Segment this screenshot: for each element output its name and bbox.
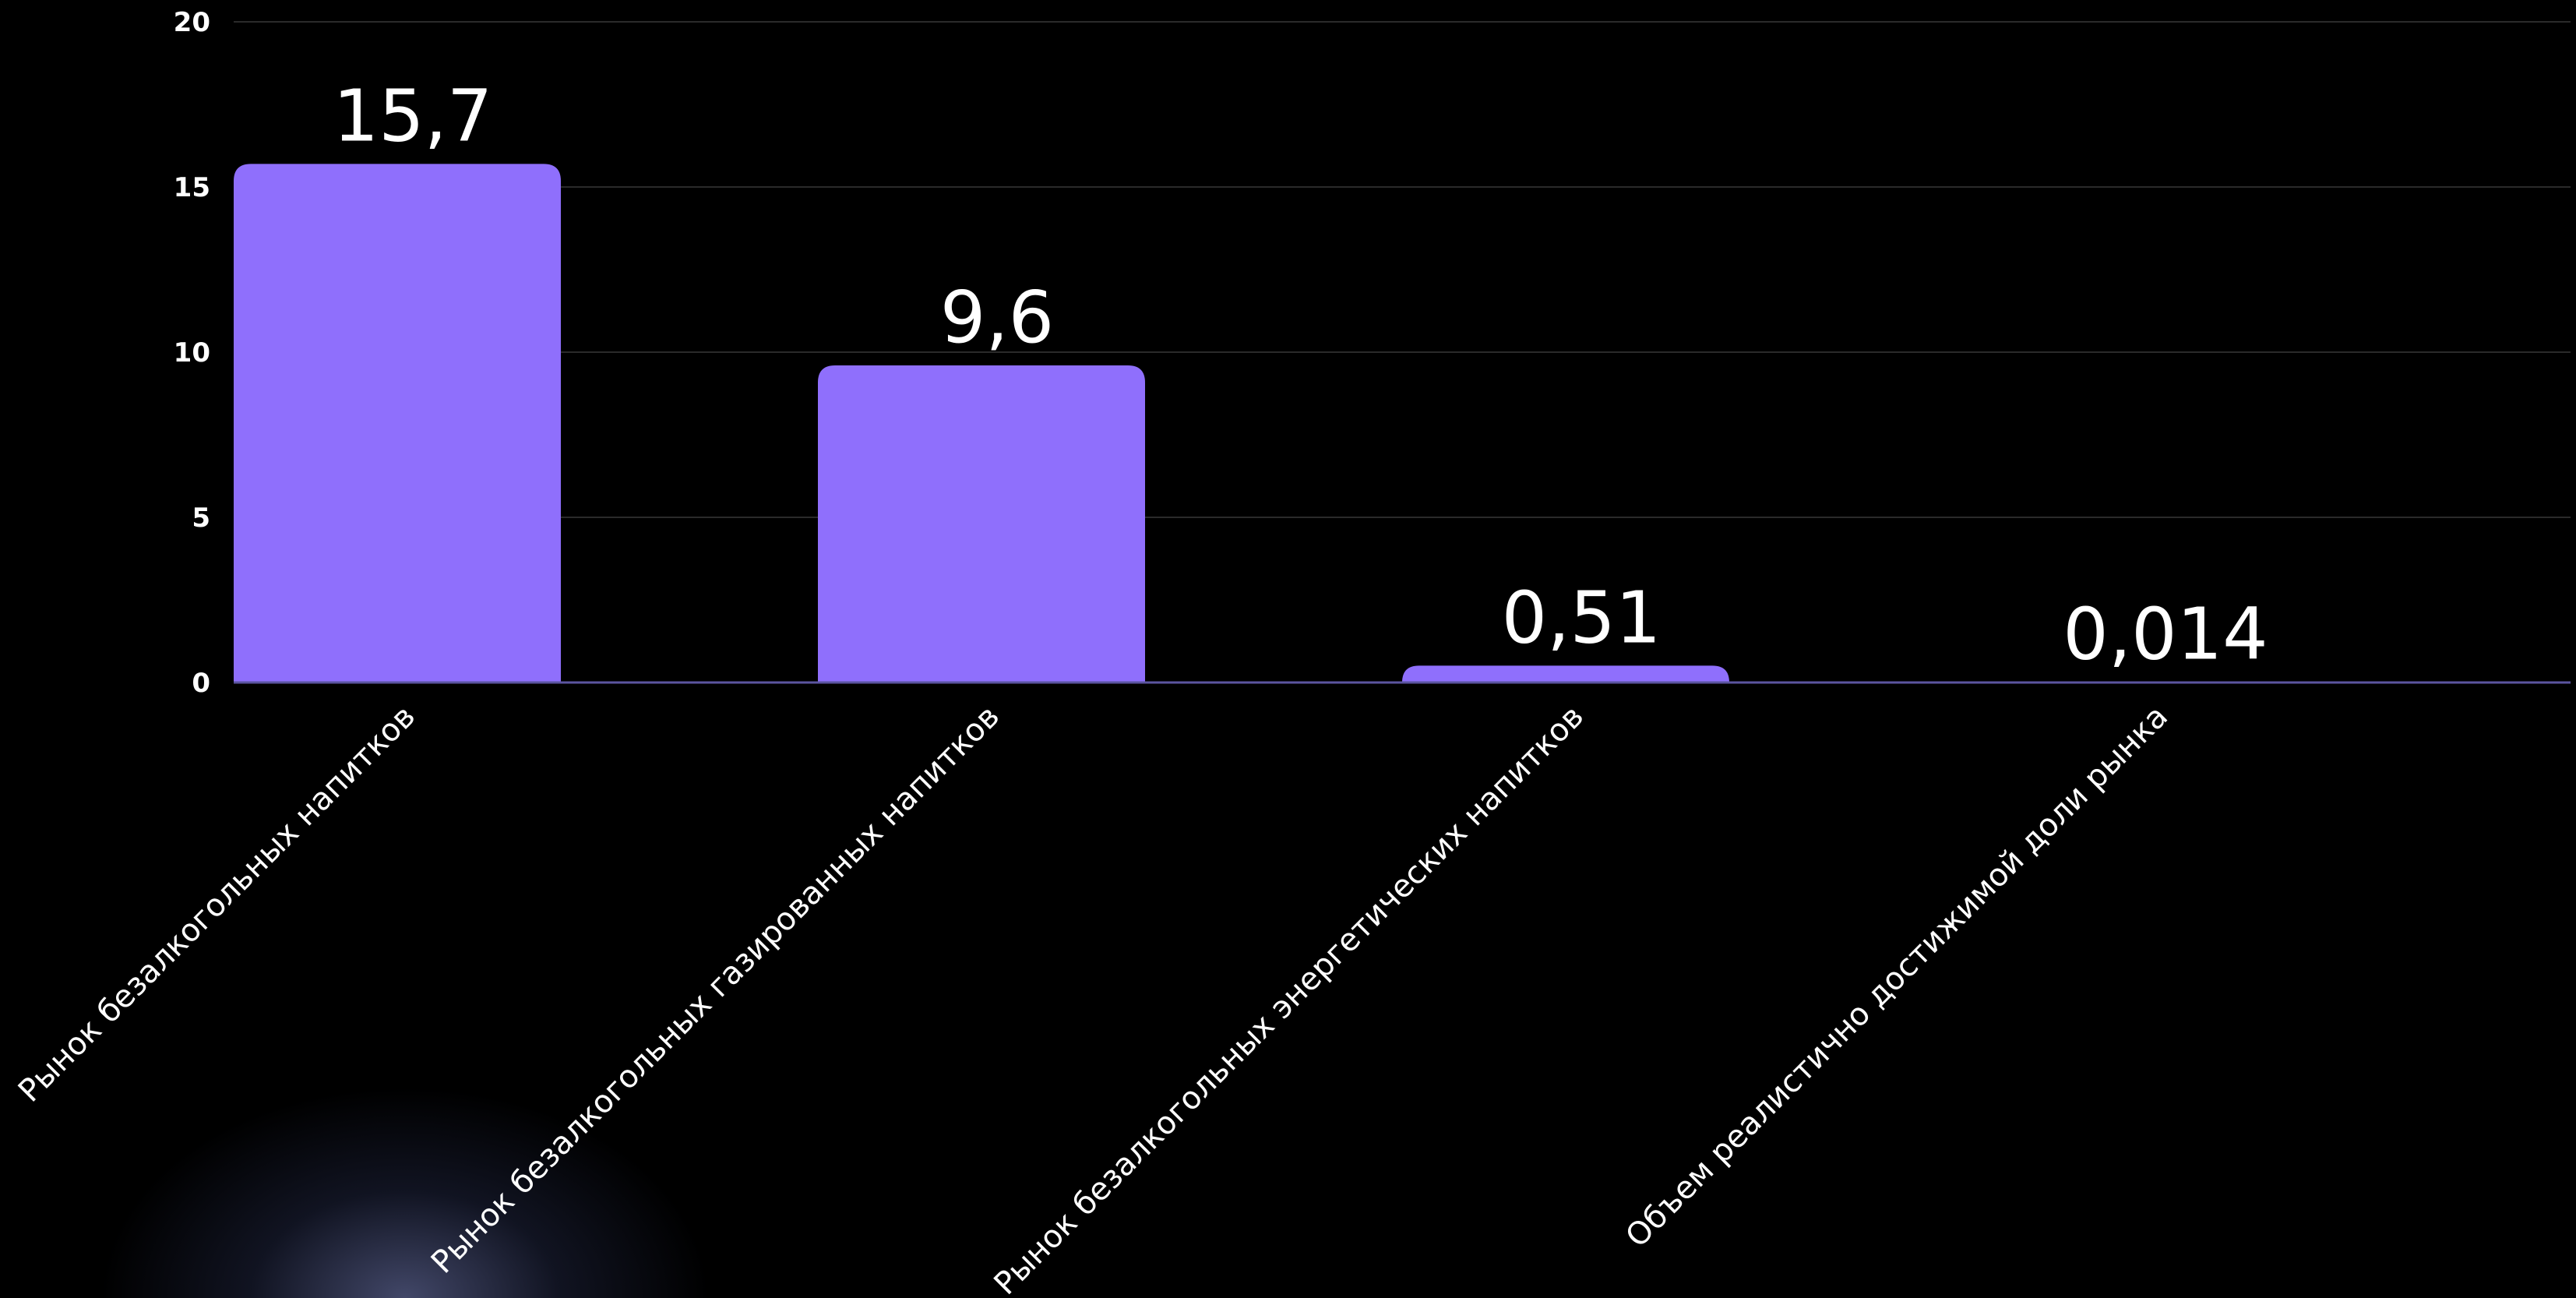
data-label-3: 0,51 <box>1502 576 1662 659</box>
x-category-label-2: Рынок безалкогольных газированных напитк… <box>425 699 1006 1281</box>
x-category-label-3: Рынок безалкогольных энергетических напи… <box>988 699 1591 1298</box>
y-tick-label: 0 <box>192 668 210 699</box>
data-label-1: 15,7 <box>333 74 493 157</box>
bar-1 <box>234 164 561 683</box>
data-label-2: 9,6 <box>940 276 1054 359</box>
bar-2 <box>818 365 1145 683</box>
y-tick-label: 20 <box>174 7 210 38</box>
y-tick-label: 10 <box>174 337 210 369</box>
x-category-label-4: Объем реалистично достижимой доли рынка <box>1619 699 2175 1255</box>
y-tick-label: 15 <box>174 172 210 203</box>
y-tick-label: 5 <box>192 503 210 534</box>
data-label-4: 0,014 <box>2063 592 2268 675</box>
x-category-label-1: Рынок безалкогольных напитков <box>12 699 422 1109</box>
bar-3 <box>1402 665 1729 683</box>
